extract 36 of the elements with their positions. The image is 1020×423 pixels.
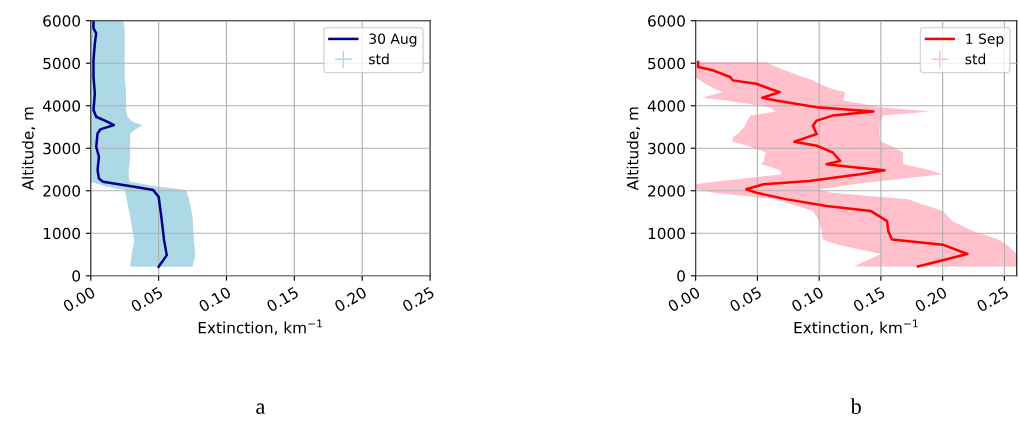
y-tick-label: 0 <box>677 270 685 282</box>
y-tick-label: 3000 <box>43 142 81 155</box>
x-tick-label: 0.00 <box>667 286 701 313</box>
x-tick-label: 0.20 <box>333 286 368 313</box>
y-axis-title: Altitude, m <box>21 107 36 191</box>
y-tick-label: 6000 <box>648 15 685 27</box>
x-tick-label: 0.05 <box>130 286 164 313</box>
y-tick-label: 5000 <box>43 57 81 70</box>
y-tick-label: 4000 <box>42 100 81 112</box>
x-tick-label: 0.15 <box>265 286 300 313</box>
legend-label: 30 Aug <box>369 33 417 47</box>
y-axis-title: Altitude, m <box>626 107 641 191</box>
y-tick-label: 3000 <box>648 142 685 155</box>
y-tick-label: 1000 <box>648 227 685 240</box>
y-tick-label: 0 <box>72 270 81 282</box>
y-tick-label: 2000 <box>43 185 81 197</box>
x-tick-label: 0.10 <box>198 286 232 313</box>
text: a <box>256 403 266 414</box>
x-tick-label: 0.15 <box>852 286 886 313</box>
x-tick-label: 0.20 <box>914 286 948 313</box>
x-axis-title: Extinction, km$^{−1}$ <box>198 319 322 335</box>
y-tick-label: 4000 <box>647 100 685 112</box>
legend-label: 1 Sep <box>966 33 1004 47</box>
legend-label: std <box>965 53 986 65</box>
y-tick-label: 1000 <box>43 227 81 240</box>
y-tick-label: 6000 <box>43 15 81 27</box>
x-tick-label: 0.25 <box>975 286 1010 313</box>
y-tick-label: 5000 <box>648 57 685 70</box>
x-axis-title: Extinction, km$^{−1}$ <box>794 319 918 335</box>
x-tick-label: 0.25 <box>401 286 435 313</box>
x-tick-label: 0.05 <box>728 286 763 313</box>
x-tick-label: 0.00 <box>62 286 96 313</box>
text: b <box>850 398 861 414</box>
x-tick-label: 0.10 <box>790 286 825 313</box>
legend-label: std <box>369 53 389 65</box>
y-tick-label: 2000 <box>648 185 685 197</box>
